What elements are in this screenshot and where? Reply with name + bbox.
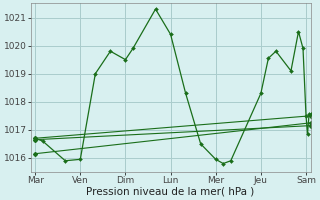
X-axis label: Pression niveau de la mer( hPa ): Pression niveau de la mer( hPa ) — [86, 187, 255, 197]
